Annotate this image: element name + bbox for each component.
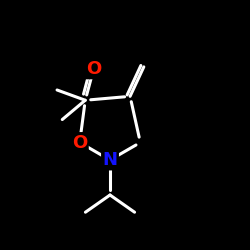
Text: O: O xyxy=(72,134,87,152)
Text: O: O xyxy=(86,60,101,78)
Text: N: N xyxy=(102,151,118,169)
